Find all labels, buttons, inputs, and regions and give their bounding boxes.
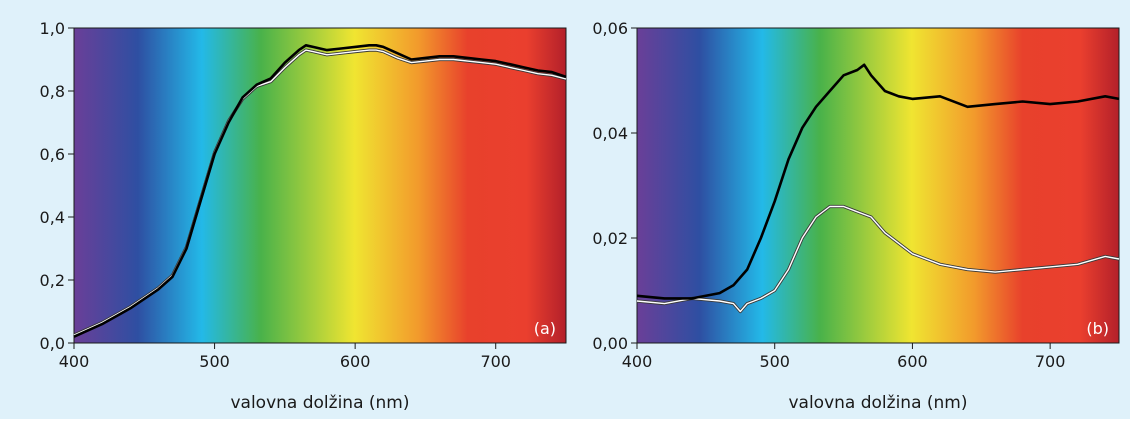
plot-frame xyxy=(636,27,1120,344)
y-tick-label: 0,06 xyxy=(592,19,628,38)
y-tick-label: 0,6 xyxy=(40,145,65,164)
y-tick-label: 1,0 xyxy=(40,19,65,38)
x-tick-label: 600 xyxy=(340,352,371,371)
panel-b: 0,00 0,02 0,04 0,06 400 500 600 700 valovna dolž… xyxy=(592,19,1120,413)
x-axis-label: valovna dolžina (nm) xyxy=(788,393,967,413)
y-tick-label: 0,8 xyxy=(40,82,65,101)
y-tick-label: 0,2 xyxy=(40,271,65,290)
panel-a: 0,0 0,2 0,4 0,6 0,8 1,0 400 500 600 700 valovna do… xyxy=(40,19,567,413)
x-tick-label: 400 xyxy=(59,352,90,371)
plot-frame xyxy=(73,27,567,344)
y-tick-label: 0,00 xyxy=(592,334,628,353)
y-tick-label: 0,02 xyxy=(592,229,628,248)
series-line-0 xyxy=(636,63,1120,300)
series-line-1 xyxy=(636,205,1120,313)
x-tick-label: 700 xyxy=(1035,352,1066,371)
x-tick-label: 700 xyxy=(480,352,511,371)
y-tick-label: 0,04 xyxy=(592,124,628,143)
y-tick-label: 0,0 xyxy=(40,334,65,353)
panel-tag: (a) xyxy=(534,319,556,338)
x-tick-label: 400 xyxy=(622,352,653,371)
y-tick-label: 0,4 xyxy=(40,208,65,227)
series-line-0 xyxy=(73,43,567,338)
x-tick-label: 600 xyxy=(897,352,928,371)
x-axis-label: valovna dolžina (nm) xyxy=(230,393,409,413)
panel-tag: (b) xyxy=(1086,319,1109,338)
x-tick-label: 500 xyxy=(199,352,230,371)
plot-area xyxy=(637,28,1119,343)
x-tick-label: 500 xyxy=(759,352,790,371)
